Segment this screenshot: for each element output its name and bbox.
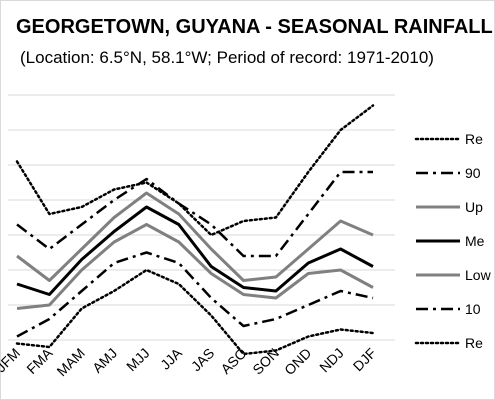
series-line-3: [16, 191, 374, 282]
series-line-6: [16, 251, 374, 338]
legend-label: Re: [465, 131, 483, 147]
x-tick-label: NDJ: [316, 345, 347, 376]
series-line-4: [16, 205, 374, 296]
legend: Re 90 Up Me Low 10 Re: [414, 131, 492, 351]
x-tick-label: JFM: [0, 345, 23, 376]
series-line-5: [16, 223, 374, 310]
series-lines: [15, 104, 375, 356]
legend-label: Me: [465, 233, 485, 249]
chart-title: GEORGETOWN, GUYANA - SEASONAL RAINFALL: [16, 16, 493, 38]
x-tick-label: MJJ: [123, 345, 152, 374]
series-line-2: [16, 170, 373, 258]
legend-label: Re: [465, 335, 483, 351]
x-tick-label: MAM: [53, 345, 87, 379]
x-tick-label: DJF: [350, 345, 379, 374]
x-tick-label: FMA: [23, 344, 56, 377]
x-tick-label: JAS: [188, 345, 217, 374]
x-tick-label: OND: [281, 345, 314, 378]
x-tick-label: AMJ: [89, 345, 120, 376]
legend-label: Up: [465, 199, 483, 215]
legend-label: 10: [465, 301, 481, 317]
series-line-7: [15, 268, 375, 356]
chart-subtitle: (Location: 6.5°N, 58.1°W; Period of reco…: [20, 48, 434, 67]
legend-label: Low: [465, 267, 492, 283]
series-line-1: [15, 104, 375, 237]
x-tick-label: ASO: [217, 345, 249, 377]
legend-label: 90: [465, 165, 481, 181]
x-tick-label: JJA: [157, 344, 185, 372]
